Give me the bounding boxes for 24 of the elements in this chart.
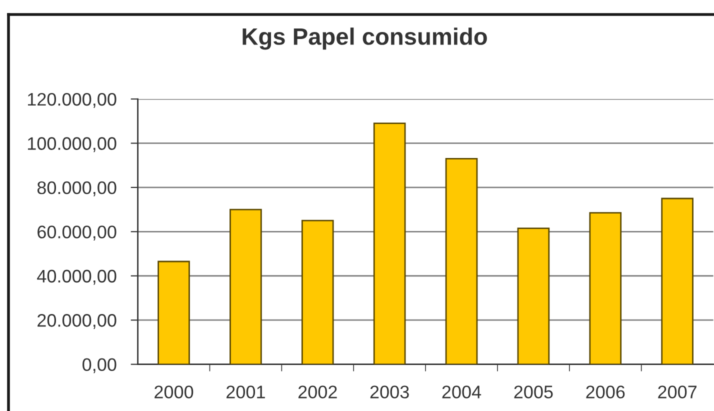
x-tick-label: 2007	[658, 386, 696, 398]
y-tick-label: 80.000,00	[37, 181, 116, 196]
bar	[230, 208, 262, 364]
x-tick-label: 2001	[226, 386, 265, 398]
x-tick-label: 2004	[442, 386, 482, 398]
x-tick-label: 2003	[370, 386, 409, 398]
y-tick-label: 0,00	[82, 358, 116, 374]
x-tick-label: 2002	[298, 386, 337, 398]
bar	[661, 198, 694, 364]
y-tick-label: 20.000,00	[38, 314, 116, 329]
y-tick-label: 60.000,00	[38, 226, 116, 241]
x-tick-label: 2000	[154, 386, 194, 398]
y-tick-label: 120.000,00	[28, 92, 116, 108]
bar	[589, 212, 622, 364]
bar	[517, 228, 550, 364]
bar	[301, 220, 334, 364]
x-tick-label: 2005	[514, 386, 553, 398]
bar	[373, 122, 406, 364]
y-tick-label: 100.000,00	[28, 137, 116, 152]
chart-title: Kgs Papel consumido	[242, 28, 487, 50]
bar	[158, 260, 190, 364]
bar	[445, 158, 478, 364]
y-tick-label: 40.000,00	[37, 270, 116, 285]
x-tick-label: 2006	[586, 386, 625, 398]
